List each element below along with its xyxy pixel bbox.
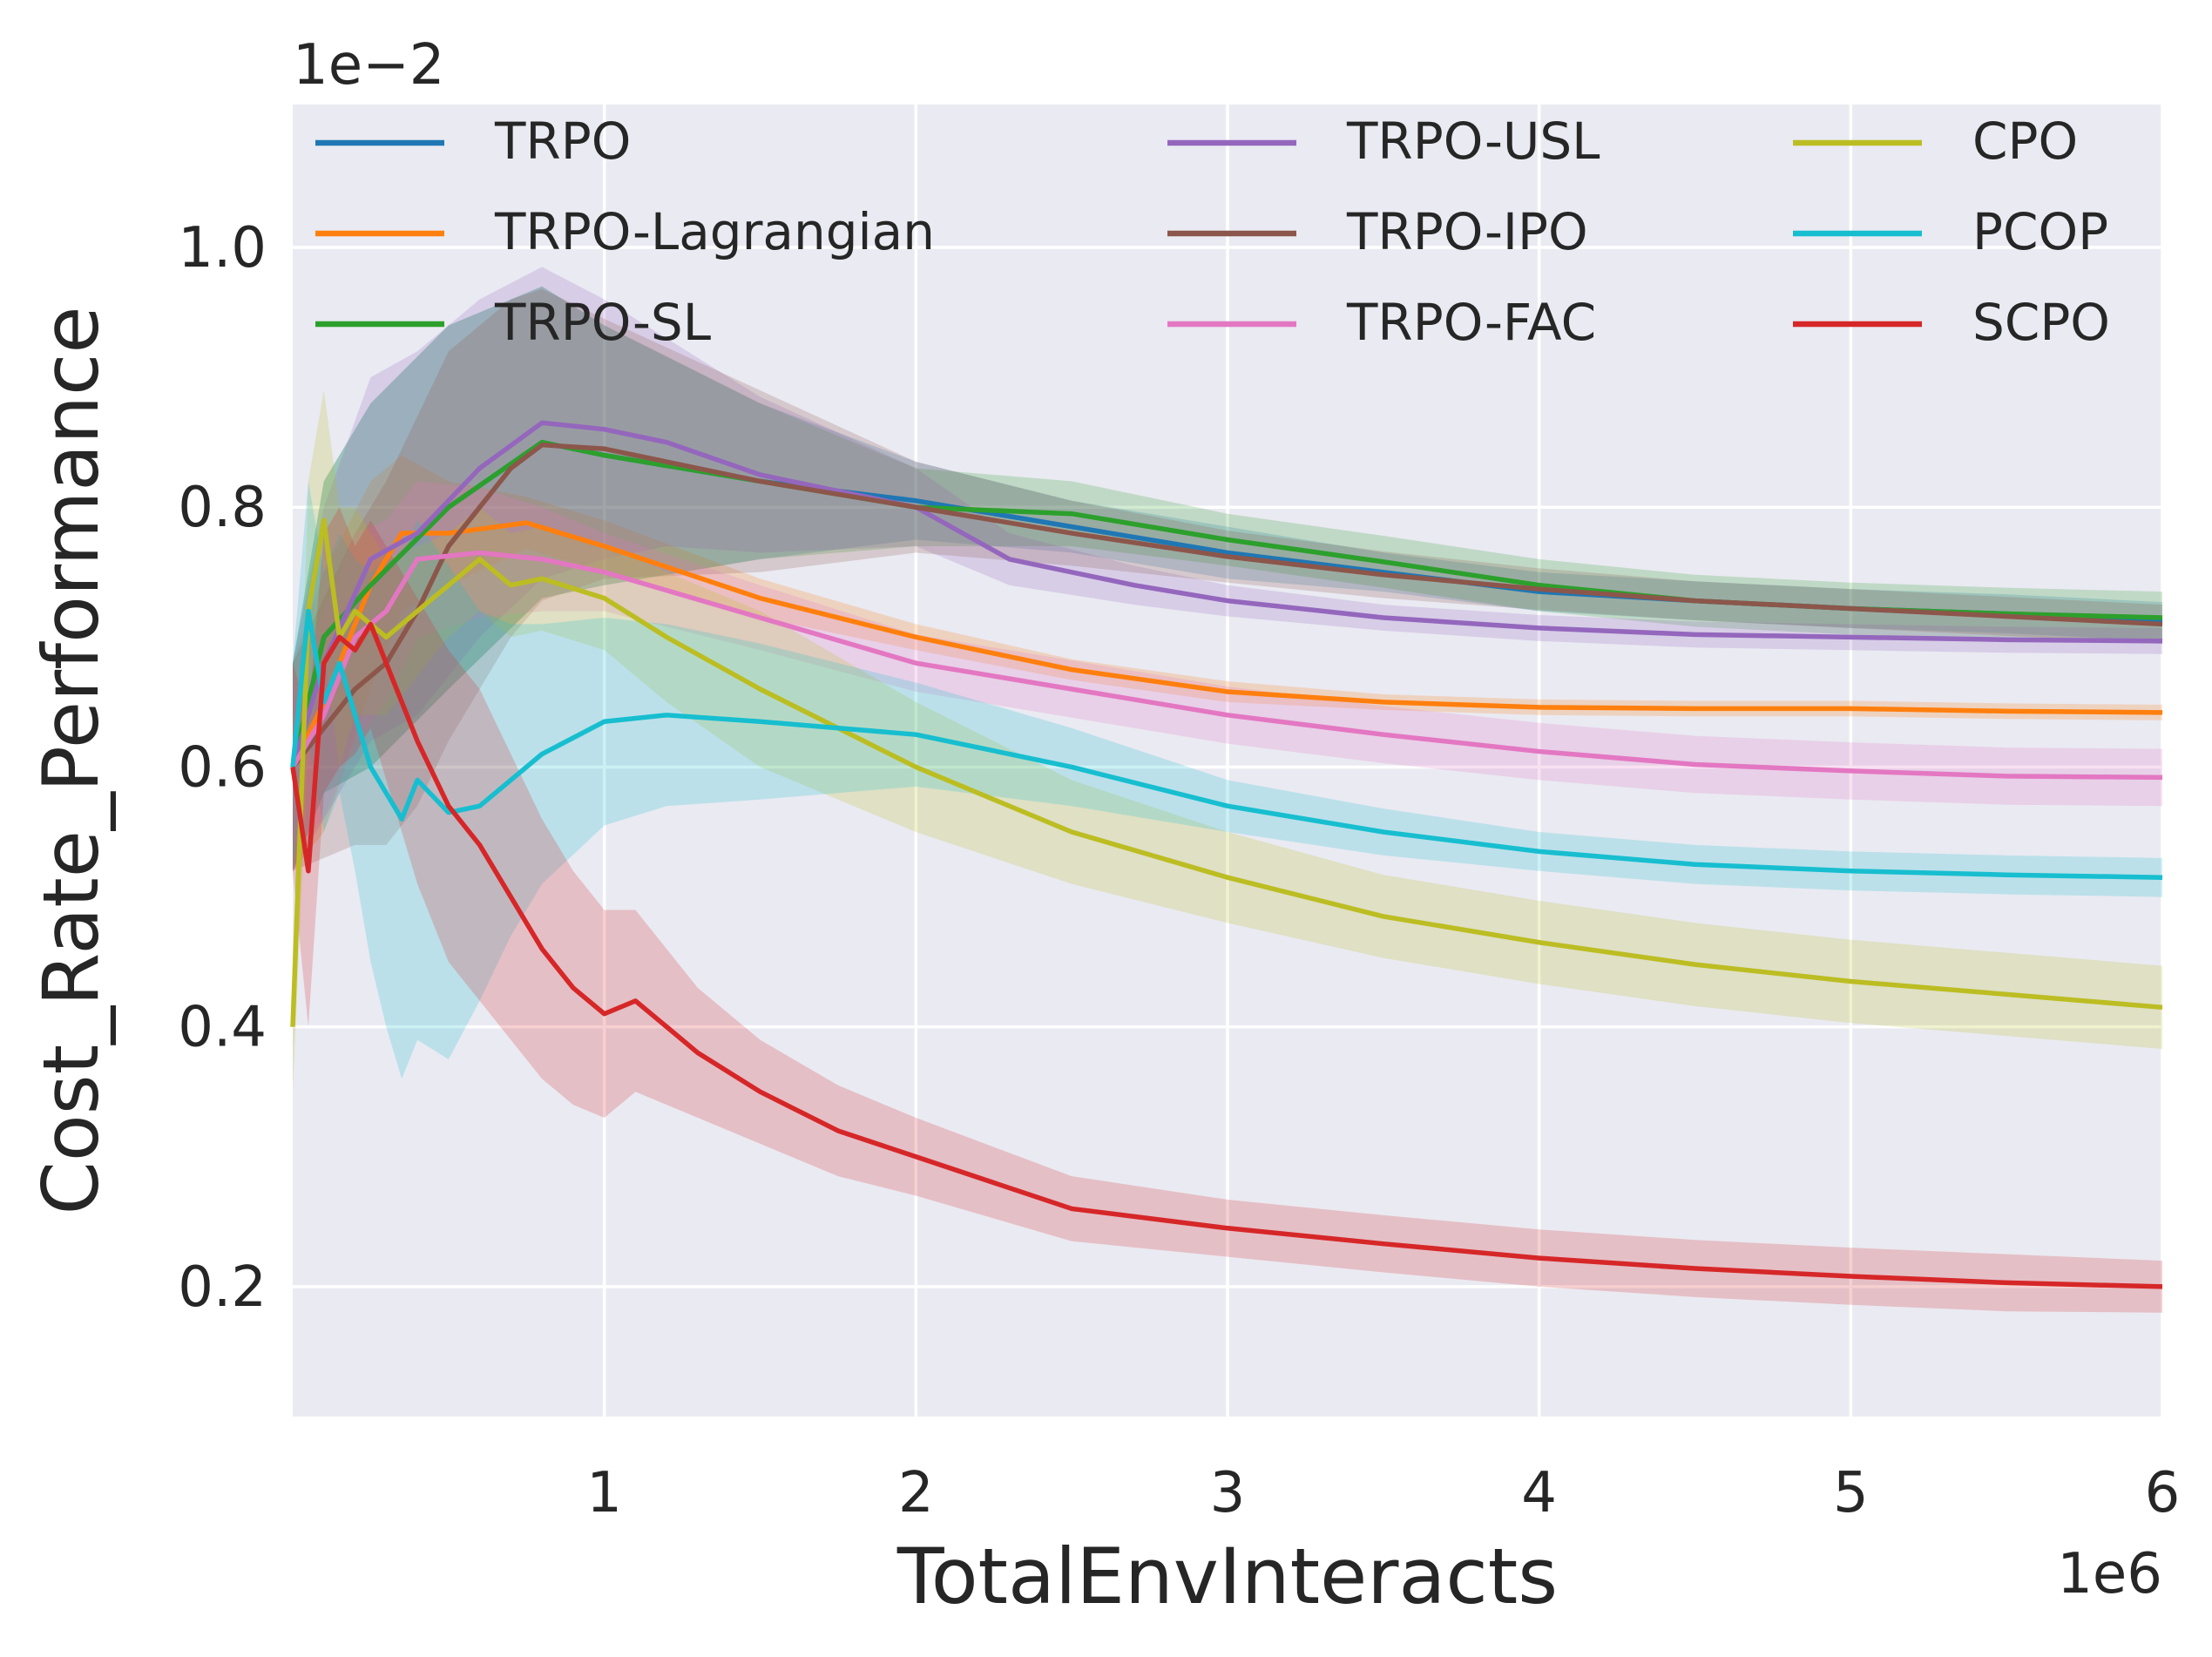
legend-item-trpo-fac: TRPO-FAC <box>1167 293 1596 352</box>
x-tick-label: 1 <box>586 1461 622 1525</box>
x-axis-label: TotalEnvInteracts <box>896 1532 1558 1621</box>
band-trpo-lagrangian <box>293 455 2162 871</box>
legend-item-pcop: PCOP <box>1793 202 2108 261</box>
legend-item-trpo-usl: TRPO-USL <box>1167 112 1600 171</box>
band-pcop <box>293 481 2162 1079</box>
line-trpo-lagrangian <box>290 520 2163 768</box>
legend-item-trpo-lagrangian: TRPO-Lagrangian <box>315 202 935 261</box>
legend-item-trpo: TRPO <box>315 112 631 171</box>
legend-label: PCOP <box>1972 202 2108 261</box>
x-tick-label: 4 <box>1521 1461 1557 1525</box>
y-tick-label: 1.0 <box>178 216 267 281</box>
legend-label: TRPO-SL <box>494 293 711 352</box>
y-tick-label: 0.4 <box>178 996 267 1060</box>
band-trpo <box>293 286 2162 871</box>
band-trpo-ipo <box>293 288 2162 871</box>
y-offset-label: 1e−2 <box>293 33 444 98</box>
line-scpo <box>290 621 2163 1289</box>
line-cpo <box>290 517 2163 1027</box>
x-tick-label: 2 <box>898 1461 934 1525</box>
y-tick-label: 0.6 <box>178 735 267 800</box>
legend-label: TRPO <box>494 112 631 171</box>
y-axis-label: Cost_Rate_Performance <box>26 306 116 1214</box>
legend: TRPO TRPO-Lagrangian TRPO-SL TRPO-USL TRPO-I… <box>315 112 2110 352</box>
band-trpo-fac <box>293 481 2162 845</box>
band-trpo-sl <box>293 286 2162 871</box>
band-trpo-usl <box>293 267 2162 871</box>
legend-item-trpo-sl: TRPO-SL <box>315 293 711 352</box>
legend-item-scpo: SCPO <box>1793 293 2110 352</box>
band-scpo <box>293 507 2162 1313</box>
y-tick-labels: 0.2 0.4 0.6 0.8 1.0 <box>178 216 267 1320</box>
legend-label: TRPO-Lagrangian <box>494 202 935 261</box>
band-cpo <box>293 390 2162 1092</box>
confidence-bands <box>293 267 2162 1313</box>
x-tick-label: 3 <box>1210 1461 1246 1525</box>
legend-item-trpo-ipo: TRPO-IPO <box>1167 202 1588 261</box>
x-offset-label: 1e6 <box>2057 1542 2162 1606</box>
legend-item-cpo: CPO <box>1793 112 2078 171</box>
legend-label: SCPO <box>1972 293 2110 352</box>
legend-label: TRPO-USL <box>1346 112 1600 171</box>
x-tick-labels: 1 2 3 4 5 6 <box>586 1461 2180 1525</box>
y-tick-label: 0.2 <box>178 1255 267 1320</box>
series-lines <box>290 420 2163 1289</box>
legend-label: TRPO-FAC <box>1346 293 1596 352</box>
x-tick-label: 5 <box>1833 1461 1869 1525</box>
line-trpo-ipo <box>290 442 2163 769</box>
legend-label: TRPO-IPO <box>1346 202 1588 261</box>
x-tick-label: 6 <box>2145 1461 2181 1525</box>
line-trpo-fac <box>290 550 2163 781</box>
y-tick-label: 0.8 <box>178 476 267 540</box>
line-pcop <box>290 608 2163 880</box>
legend-label: CPO <box>1972 112 2078 171</box>
